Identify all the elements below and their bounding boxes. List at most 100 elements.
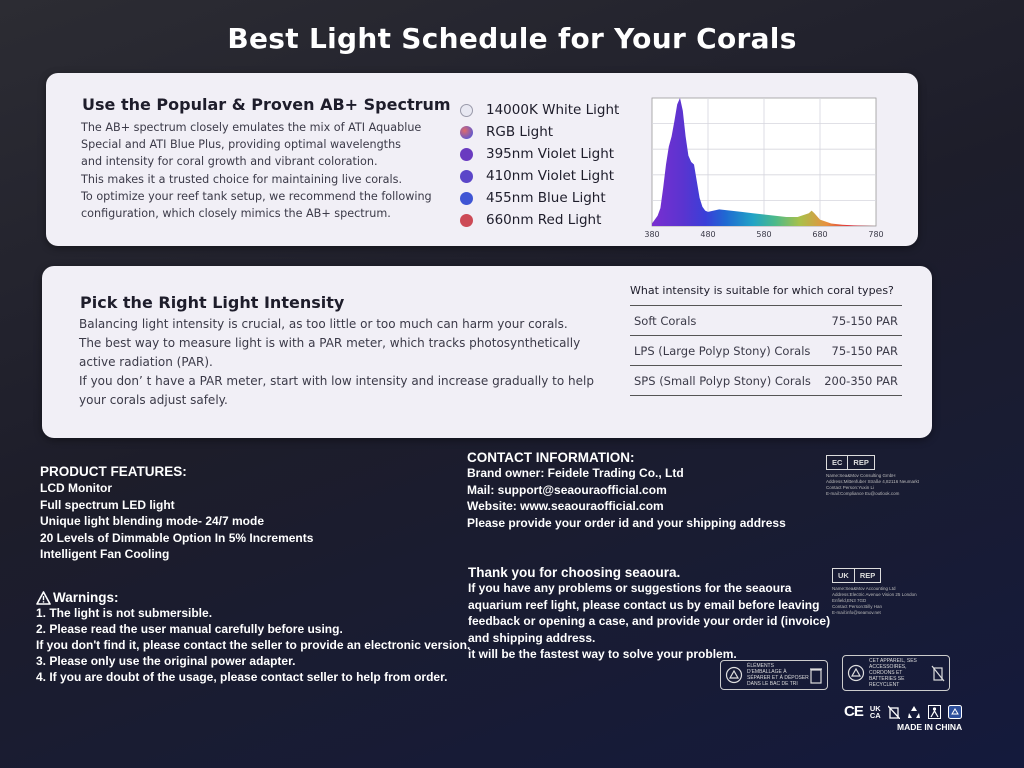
- recycle-icon: [907, 705, 920, 718]
- warning-item: 3. Please only use the original power ad…: [36, 654, 296, 668]
- spectrum-chart: 380 480 580 680 780: [644, 97, 884, 239]
- par-value: 75-150 PAR: [831, 343, 898, 358]
- contact-information: CONTACT INFORMATION: Brand owner: Feidel…: [467, 450, 787, 531]
- violet-410-dot: [460, 169, 473, 183]
- page-title: Best Light Schedule for Your Corals: [227, 22, 797, 55]
- contact-line: Brand owner: Feidele Trading Co., Ltd: [467, 466, 684, 480]
- par-row: SPS (Small Polyp Stony) Corals 200-350 P…: [630, 366, 902, 396]
- intensity-line: active radiation (PAR).: [79, 355, 213, 369]
- ec-rep-line: Name:Sea&Mov Consulting GmbH: [826, 473, 896, 478]
- ce-mark: CE: [844, 703, 864, 720]
- bin-icon: [810, 668, 822, 684]
- uk-tag: UK: [832, 568, 855, 583]
- rgb-light-dot: [460, 125, 473, 139]
- product-features: PRODUCT FEATURES: LCD Monitor Full spect…: [40, 464, 370, 563]
- intensity-line: If you don’ t have a PAR meter, start wi…: [79, 374, 594, 388]
- spectrum-card: Use the Popular & Proven AB+ Spectrum Th…: [46, 73, 918, 246]
- ukca-top: UK: [869, 703, 881, 713]
- par-table: What intensity is suitable for which cor…: [630, 284, 902, 396]
- legend-label: 455nm Blue Light: [486, 190, 606, 206]
- par-row: LPS (Large Polyp Stony) Corals 75-150 PA…: [630, 336, 902, 366]
- coral-type: SPS (Small Polyp Stony) Corals: [634, 373, 811, 388]
- x-tick-label: 780: [868, 230, 883, 239]
- feature-item: Full spectrum LED light: [40, 497, 175, 512]
- warnings-title: Warnings:: [36, 590, 466, 605]
- ec-rep-line: Address:Mittenfuber Straße 4,82116 Neuma…: [826, 479, 919, 484]
- intensity-description: Balancing light intensity is crucial, as…: [79, 315, 599, 410]
- packaging-recycling-text: ÉLÉMENTS D'EMBALLAGE À SÉPARER ET À DÉPO…: [747, 663, 809, 687]
- thanks-line: feedback or opening a case, and provide …: [468, 614, 831, 628]
- x-tick-label: 380: [644, 230, 659, 239]
- spectrum-curve: [652, 98, 876, 226]
- ec-tag: EC: [826, 455, 849, 470]
- intensity-line: The best way to measure light is with a …: [79, 336, 581, 350]
- thank-you-section: Thank you for choosing seaoura. If you h…: [468, 565, 831, 663]
- warning-item: 4. If you are doubt of the usage, please…: [36, 670, 448, 684]
- legend-item: RGB Light: [460, 121, 640, 143]
- legend-label: 660nm Red Light: [486, 212, 602, 228]
- ec-rep-line: Contact Person:Yuxin Li: [826, 485, 875, 490]
- uk-rep-line: Contact Person:Billy Han: [832, 604, 883, 609]
- weee-bin-icon: [887, 705, 900, 719]
- uk-rep-tags: UK REP: [832, 568, 917, 583]
- legend-item: 660nm Red Light: [460, 209, 640, 231]
- triman-packaging-label: ÉLÉMENTS D'EMBALLAGE À SÉPARER ET À DÉPO…: [720, 660, 828, 690]
- legend-label: 14000K White Light: [486, 102, 620, 118]
- compliance-marks: CE UK CA: [844, 703, 962, 720]
- device-recycling-text: CET APPAREIL, SES ACCESSOIRES, CORDONS E…: [869, 658, 917, 688]
- warnings-heading: Warnings:: [53, 590, 119, 605]
- uk-rep-line: E-mail:info@seamov.net: [832, 610, 881, 615]
- legend-item: 455nm Blue Light: [460, 187, 640, 209]
- par-value: 200-350 PAR: [824, 373, 898, 388]
- thanks-line: If you have any problems or suggestions …: [468, 581, 792, 595]
- legend-label: 395nm Violet Light: [486, 146, 615, 162]
- intensity-line: Balancing light intensity is crucial, as…: [79, 317, 568, 331]
- rep-tag: REP: [847, 455, 875, 470]
- triman-icon: [725, 666, 743, 684]
- feature-item: LCD Monitor: [40, 481, 112, 495]
- spectrum-line: The AB+ spectrum closely emulates the mi…: [81, 121, 422, 134]
- ec-rep-block: EC REP Name:Sea&Mov Consulting GmbH Addr…: [826, 455, 919, 497]
- feature-item: Intelligent Fan Cooling: [40, 547, 170, 561]
- x-tick-label: 680: [812, 230, 827, 239]
- tidyman-icon: [927, 704, 941, 719]
- feature-item: 20 Levels of Dimmable Option In 5% Incre…: [40, 530, 314, 545]
- uk-rep-line: Enfield,EN3 7GD: [832, 598, 867, 603]
- ukca-bottom: CA: [869, 710, 881, 720]
- legend-label: RGB Light: [486, 124, 554, 140]
- spectrum-description: The AB+ spectrum closely emulates the mi…: [81, 119, 451, 222]
- intensity-line: your corals adjust safely.: [79, 393, 228, 407]
- features-heading: PRODUCT FEATURES:: [40, 464, 187, 479]
- ec-rep-line: E-mail:Compliance Eu@outlook.com: [826, 491, 900, 496]
- legend-item: 410nm Violet Light: [460, 165, 640, 187]
- contact-heading: CONTACT INFORMATION:: [467, 450, 635, 465]
- contact-line: Mail: support@seaouraofficial.com: [467, 482, 667, 497]
- light-legend: 14000K White Light RGB Light 395nm Viole…: [460, 99, 640, 231]
- x-tick-label: 480: [700, 230, 715, 239]
- warning-icon: [36, 590, 51, 605]
- x-tick-label: 580: [756, 230, 771, 239]
- rep-tag: REP: [853, 568, 882, 583]
- thanks-line: aquarium reef light, please contact us b…: [468, 597, 820, 612]
- triman-icon: [847, 664, 865, 682]
- warning-item: 2. Please read the user manual carefully…: [36, 622, 343, 636]
- thanks-line: and shipping address.: [468, 630, 596, 645]
- contact-line: Please provide your order id and your sh…: [467, 515, 786, 530]
- spectrum-line: Special and ATI Blue Plus, providing opt…: [81, 138, 401, 152]
- warning-item: 1. The light is not submersible.: [36, 606, 213, 620]
- contact-line: Website: www.seaouraofficial.com: [467, 499, 664, 513]
- par-row: Soft Corals 75-150 PAR: [630, 306, 902, 336]
- ec-rep-tags: EC REP: [826, 455, 919, 470]
- par-value: 75-150 PAR: [831, 313, 898, 328]
- box-recycle-icon: [947, 704, 962, 719]
- crossed-bin-icon: [931, 665, 945, 682]
- legend-label: 410nm Violet Light: [486, 168, 615, 184]
- spectrum-heading: Use the Popular & Proven AB+ Spectrum: [82, 95, 451, 114]
- coral-type: Soft Corals: [634, 313, 697, 328]
- made-in-label: MADE IN CHINA: [897, 722, 963, 732]
- uk-rep-line: Address:Electric Avenue Vision 25 London: [832, 592, 917, 597]
- white-light-dot: [460, 103, 473, 117]
- spectrum-line: This makes it a trusted choice for maint…: [81, 172, 403, 186]
- par-table-question: What intensity is suitable for which cor…: [630, 284, 902, 306]
- legend-item: 14000K White Light: [460, 99, 640, 121]
